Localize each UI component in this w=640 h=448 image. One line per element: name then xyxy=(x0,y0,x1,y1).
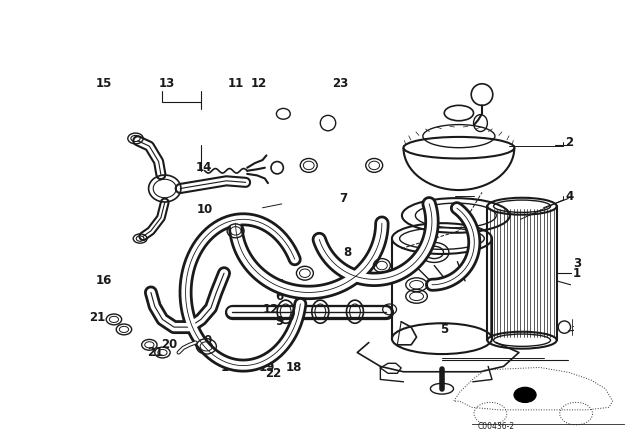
Text: 10: 10 xyxy=(197,334,213,347)
Text: 19: 19 xyxy=(259,362,275,375)
Text: 4: 4 xyxy=(565,190,573,202)
Text: 16: 16 xyxy=(95,275,112,288)
Text: 17: 17 xyxy=(220,362,236,375)
Text: 22: 22 xyxy=(265,367,281,380)
Text: 2: 2 xyxy=(565,136,573,149)
Text: 7: 7 xyxy=(340,192,348,205)
Text: 1: 1 xyxy=(573,267,581,280)
Text: 10: 10 xyxy=(197,203,213,216)
Text: 20: 20 xyxy=(161,338,177,351)
Circle shape xyxy=(514,388,536,402)
Text: 21: 21 xyxy=(147,346,163,359)
Text: 8: 8 xyxy=(344,246,351,259)
Text: 6: 6 xyxy=(276,290,284,303)
Text: 14: 14 xyxy=(196,161,212,174)
Text: 12: 12 xyxy=(251,77,268,90)
Text: 23: 23 xyxy=(332,77,348,90)
Text: 9: 9 xyxy=(276,315,284,328)
Text: 11: 11 xyxy=(228,77,244,90)
Text: 6: 6 xyxy=(276,278,284,291)
Text: 12: 12 xyxy=(262,303,279,316)
Text: 3: 3 xyxy=(573,257,581,270)
Text: C00436-2: C00436-2 xyxy=(477,422,515,431)
Text: 5: 5 xyxy=(440,323,448,336)
Text: 13: 13 xyxy=(159,77,175,90)
Text: 18: 18 xyxy=(285,362,302,375)
Text: 15: 15 xyxy=(95,77,112,90)
Text: 21: 21 xyxy=(90,310,106,323)
